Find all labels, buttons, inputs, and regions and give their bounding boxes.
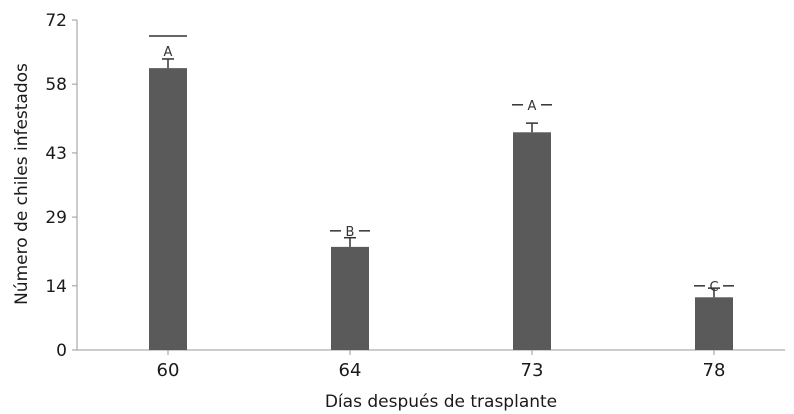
significance-letter: A — [164, 45, 173, 60]
y-tick-label: 0 — [56, 341, 67, 361]
x-tick-label: 73 — [521, 360, 544, 381]
y-axis-title: Número de chiles infestados — [12, 63, 32, 305]
y-tick-label: 72 — [45, 11, 67, 31]
y-tick-label: 14 — [45, 277, 67, 297]
bar — [331, 246, 369, 350]
x-tick-label: 60 — [157, 360, 180, 381]
x-tick-label: 64 — [339, 360, 362, 381]
bar — [513, 132, 551, 350]
significance-letter: A — [528, 99, 537, 114]
x-tick-label: 78 — [703, 360, 726, 381]
y-tick-label: 43 — [45, 144, 67, 164]
significance-letter: C — [709, 280, 718, 295]
bar — [695, 297, 733, 350]
y-tick-label: 58 — [45, 75, 67, 95]
axes: 0 14 29 43 58 72 60 64 73 78 — [45, 11, 785, 381]
axis-labels: Días después de trasplante Número de chi… — [12, 63, 557, 412]
y-tick-label: 29 — [45, 208, 67, 228]
bar — [149, 68, 187, 350]
significance-letter: B — [346, 225, 355, 240]
bars: A B A C — [149, 35, 734, 350]
x-axis-title: Días después de trasplante — [325, 392, 557, 412]
